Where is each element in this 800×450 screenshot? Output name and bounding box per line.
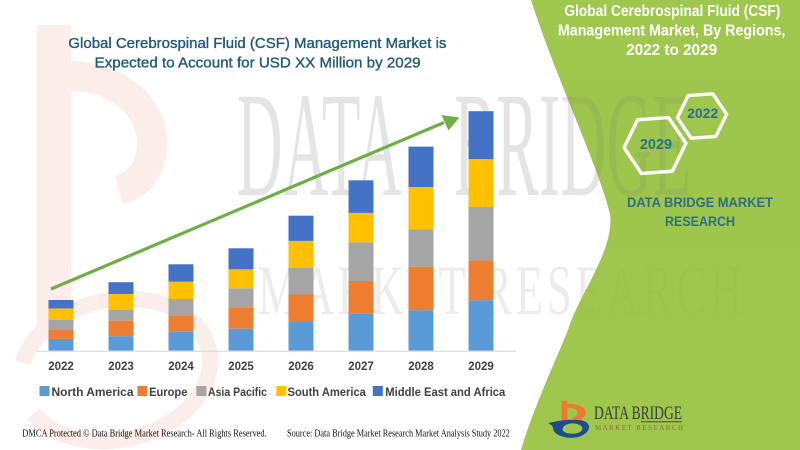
svg-text:Middle East and Africa: Middle East and Africa: [385, 385, 505, 399]
svg-text:Global Cerebrospinal Fluid (CS: Global Cerebrospinal Fluid (CSF): [564, 3, 780, 20]
svg-text:Asia Pacific: Asia Pacific: [208, 385, 267, 399]
svg-text:North America: North America: [52, 385, 134, 399]
svg-text:2029: 2029: [640, 137, 672, 153]
svg-text:Expected to Account for USD XX: Expected to Account for USD XX Million b…: [95, 56, 421, 72]
svg-text:Europe: Europe: [149, 385, 188, 399]
svg-text:2024: 2024: [168, 361, 194, 373]
svg-text:2027: 2027: [348, 361, 374, 373]
svg-text:Source: Data Bridge Market Res: Source: Data Bridge Market Research Mark…: [287, 428, 510, 439]
svg-text:2028: 2028: [408, 361, 434, 373]
svg-text:Global Cerebrospinal Fluid (CS: Global Cerebrospinal Fluid (CSF) Managem…: [68, 36, 446, 52]
svg-text:DATA BRIDGE: DATA BRIDGE: [594, 403, 682, 424]
svg-text:2026: 2026: [288, 361, 314, 373]
svg-text:DMCA Protected © Data Bridge M: DMCA Protected © Data Bridge Market Rese…: [22, 427, 267, 439]
svg-text:RESEARCH: RESEARCH: [665, 214, 735, 230]
svg-text:MARKET RESEARCH: MARKET RESEARCH: [595, 424, 683, 432]
svg-text:2023: 2023: [108, 361, 134, 373]
svg-text:2025: 2025: [228, 361, 254, 373]
svg-text:South America: South America: [288, 385, 367, 399]
svg-text:Management Market, By Regions,: Management Market, By Regions,: [558, 23, 786, 40]
svg-text:2022: 2022: [687, 105, 718, 121]
svg-text:DATA BRIDGE MARKET: DATA BRIDGE MARKET: [627, 195, 773, 211]
svg-text:2022: 2022: [48, 361, 74, 373]
svg-text:2022 to 2029: 2022 to 2029: [626, 42, 717, 59]
svg-text:2029: 2029: [468, 361, 494, 373]
